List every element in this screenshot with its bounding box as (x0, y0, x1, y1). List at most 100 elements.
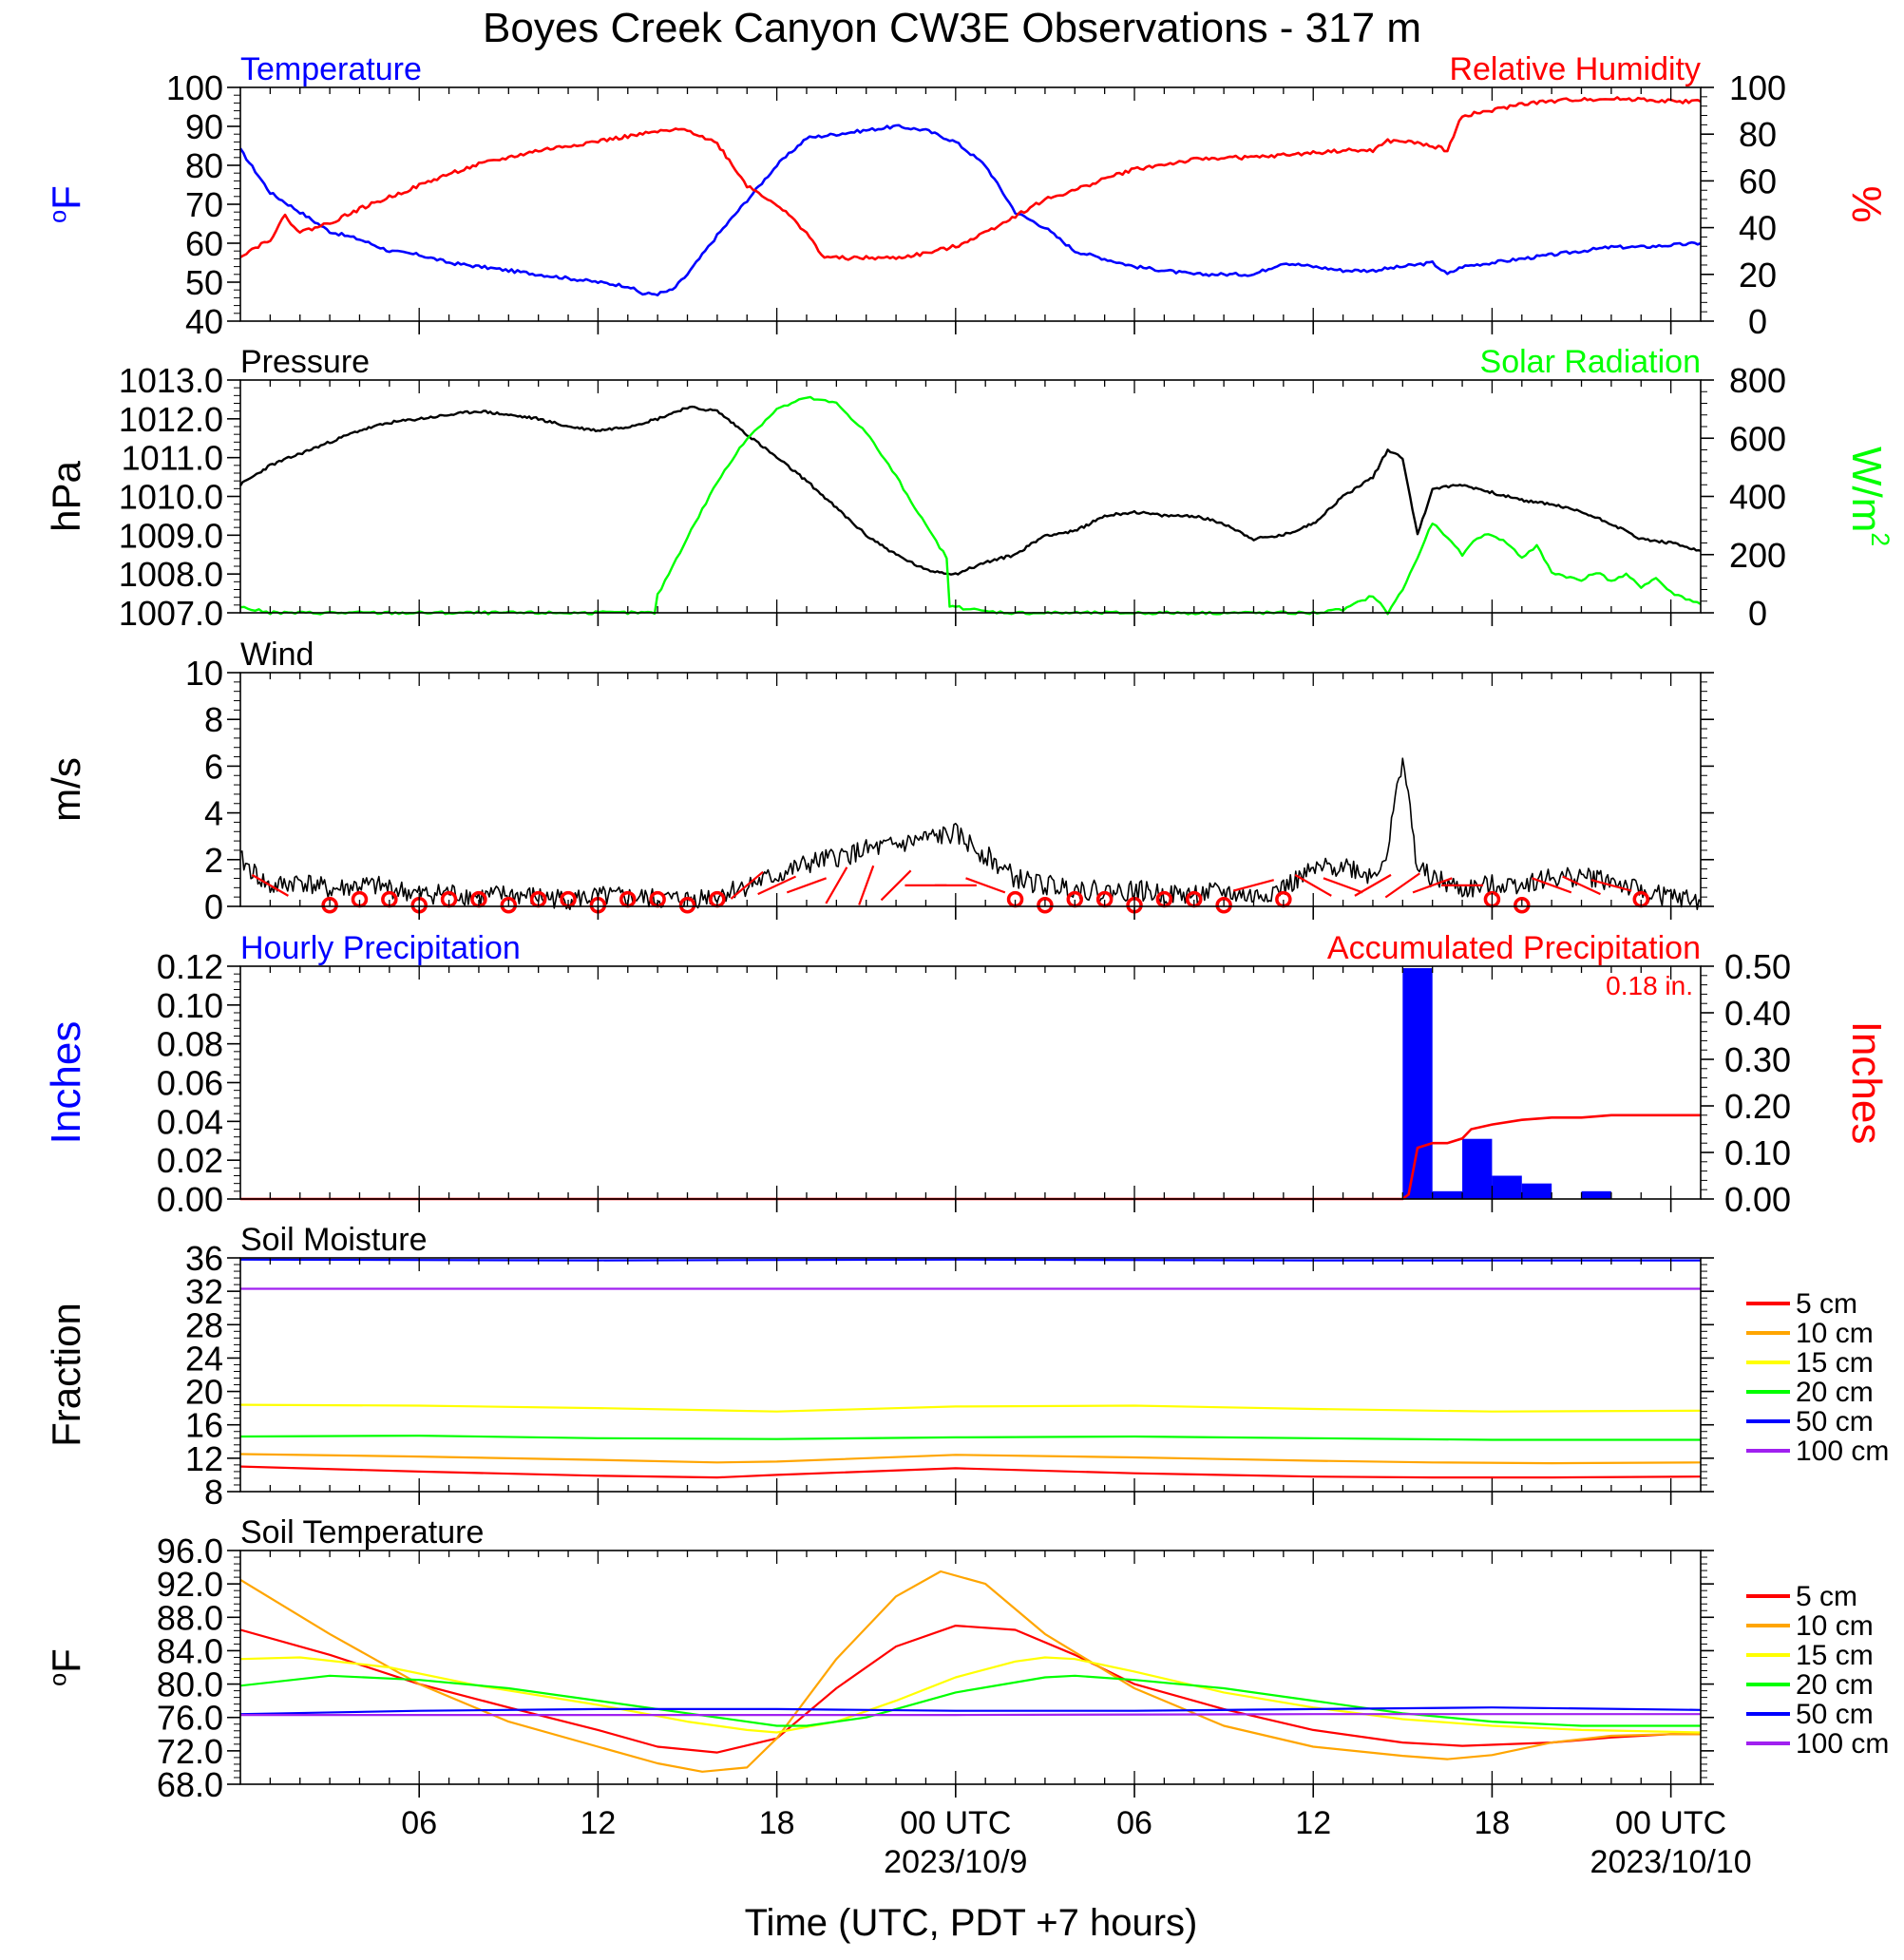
x-date-label: 2023/10/10 (1590, 1844, 1752, 1880)
panel-3: 0 2 4 6 8 10 Wind m/s (44, 637, 1714, 926)
x-axis-title: Time (UTC, PDT +7 hours) (745, 1902, 1198, 1944)
temperature-line (238, 124, 1702, 296)
y-tick-label-right: 100 (1729, 68, 1786, 107)
y-tick-label-right: 200 (1729, 536, 1786, 575)
soil-series-line (239, 1453, 1702, 1465)
y-tick-label-left: 8 (204, 700, 223, 739)
y-tick-label-right: 0.10 (1724, 1133, 1791, 1172)
soil-series-line (239, 1258, 1701, 1262)
y-tick-label-left: 1013.0 (119, 361, 223, 400)
wind-barb (786, 877, 828, 894)
x-date-label: 2023/10/9 (884, 1844, 1027, 1880)
y-tick-label-left: 36 (185, 1239, 223, 1278)
left-unit-label: oF (44, 185, 88, 223)
y-tick-label-left: 96.0 (157, 1532, 223, 1570)
panel-right-title: Solar Radiation (1480, 344, 1701, 380)
unit-text: W/m (1843, 447, 1890, 532)
legend-label: 50 cm (1796, 1699, 1874, 1730)
unit-superscript: 2 (1866, 532, 1894, 546)
y-tick-label-left: 80.0 (157, 1665, 223, 1704)
y-tick-label-right: 80 (1739, 115, 1777, 154)
wind-barb (1354, 873, 1392, 897)
wind-barb (730, 870, 764, 900)
humidity-line (239, 96, 1702, 261)
panel-left-title: Temperature (240, 51, 422, 87)
y-tick-label-left: 2 (204, 841, 223, 880)
y-tick-label-left: 0.10 (157, 986, 223, 1025)
panel-frame (239, 379, 1702, 614)
y-tick-label-right: 60 (1739, 162, 1777, 200)
wind-barb (880, 869, 912, 902)
y-tick-label-left: 0 (204, 887, 223, 926)
x-tick-label: 00 UTC (900, 1805, 1011, 1841)
left-unit-label: oF (44, 1648, 88, 1686)
y-tick-label-right: 0 (1748, 594, 1767, 633)
precip-bar (1492, 1175, 1522, 1199)
legend-label: 20 cm (1796, 1377, 1874, 1408)
panel-right-title: Accumulated Precipitation (1327, 930, 1701, 966)
x-tick-label: 12 (580, 1805, 616, 1841)
panel-frame (239, 1257, 1702, 1493)
legend-label: 15 cm (1796, 1640, 1874, 1671)
y-tick-label-left: 68.0 (157, 1765, 223, 1804)
wind-speed-line (239, 757, 1702, 910)
precip-bar (1581, 1190, 1611, 1199)
y-tick-label-left: 16 (185, 1406, 223, 1445)
legend-label: 10 cm (1796, 1318, 1874, 1349)
figure-title: Boyes Creek Canyon CW3E Observations - 3… (483, 5, 1421, 51)
unit-text: F (44, 185, 88, 210)
legend-label: 100 cm (1796, 1728, 1889, 1760)
right-unit-label: % (1843, 185, 1890, 222)
panel-frame (239, 672, 1702, 907)
left-unit-label: Inches (43, 1021, 89, 1145)
y-tick-label-left: 1012.0 (119, 400, 223, 439)
panel-2: 1007.01008.01009.01010.01011.01012.01013… (44, 344, 1894, 633)
panel-left-title: Soil Moisture (240, 1222, 428, 1258)
y-tick-label-right: 0.50 (1724, 947, 1791, 986)
soil-series-line (239, 1570, 1701, 1773)
precip-bar (1521, 1183, 1552, 1199)
wind-barb (1532, 877, 1572, 894)
wind-barb (1590, 879, 1632, 892)
y-tick-label-left: 0.08 (157, 1025, 223, 1064)
y-tick-label-right: 600 (1729, 419, 1786, 458)
panel-left-title: Soil Temperature (240, 1514, 484, 1551)
y-tick-label-left: 92.0 (157, 1565, 223, 1604)
legend-label: 20 cm (1796, 1669, 1874, 1701)
wind-barb (858, 865, 875, 905)
x-tick-label: 06 (401, 1805, 437, 1841)
legend-label: 100 cm (1796, 1436, 1889, 1467)
panel-4: 0.18 in.0.000.020.040.060.080.100.120.00… (43, 930, 1890, 1219)
soil-series-line (239, 1435, 1701, 1441)
legend-label: 10 cm (1796, 1610, 1874, 1642)
soil-series-line (240, 1713, 1701, 1717)
legend-label: 5 cm (1796, 1581, 1857, 1612)
x-tick-label: 12 (1295, 1805, 1331, 1841)
y-tick-label-left: 32 (185, 1272, 223, 1311)
soil-series-line (239, 1625, 1701, 1754)
calm-wind-marker (500, 897, 518, 914)
y-tick-label-left: 100 (166, 68, 223, 107)
panel-right-title: Relative Humidity (1449, 51, 1701, 87)
precip-bar (1402, 968, 1433, 1199)
y-tick-label-left: 72.0 (157, 1732, 223, 1771)
legend-label: 15 cm (1796, 1347, 1874, 1379)
wind-barb (1323, 877, 1363, 894)
y-tick-label-right: 0.40 (1724, 994, 1791, 1033)
precip-bar (1432, 1190, 1463, 1199)
wind-barb (825, 866, 848, 904)
y-tick-label-left: 24 (185, 1339, 223, 1378)
y-tick-label-left: 90 (185, 107, 223, 146)
y-tick-label-left: 1010.0 (119, 478, 223, 517)
y-tick-label-left: 0.00 (157, 1180, 223, 1219)
y-tick-label-right: 40 (1739, 209, 1777, 248)
accumulated-precip-line (240, 1113, 1701, 1201)
panel-left-title: Wind (240, 637, 314, 673)
y-tick-label-left: 1011.0 (122, 439, 223, 478)
right-unit-label: W/m2 (1843, 447, 1894, 546)
soil-series-line (239, 1465, 1702, 1479)
soil-series-line (239, 1706, 1702, 1716)
